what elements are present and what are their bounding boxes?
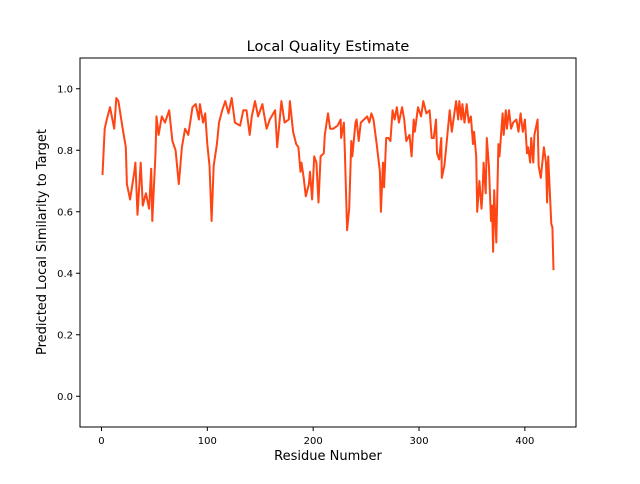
plot-lines	[101, 97, 555, 271]
y-tick-label: 0.4	[57, 269, 73, 280]
x-tick-label: 400	[515, 436, 534, 447]
x-tick-label: 200	[304, 436, 323, 447]
y-tick-label: 0.8	[57, 146, 73, 157]
y-axis-label: Predicted Local Similarity to Target	[35, 129, 50, 355]
plot-frame	[79, 57, 577, 428]
y-tick-label: 0.2	[57, 330, 73, 341]
y-tick-label: 0.0	[57, 392, 73, 403]
x-axis-label: Residue Number	[274, 449, 382, 464]
chart-title: Local Quality Estimate	[247, 39, 410, 55]
x-tick-label: 0	[98, 436, 104, 447]
y-tick-label: 1.0	[57, 84, 73, 95]
series-line-0	[101, 97, 555, 271]
x-tick-label: 300	[409, 436, 428, 447]
axis-ticks: 0 100 200 300 400 0.0 0.2 0.4 0.6 0.8 1.0	[57, 84, 534, 447]
x-tick-label: 100	[198, 436, 217, 447]
y-tick-label: 0.6	[57, 207, 73, 218]
